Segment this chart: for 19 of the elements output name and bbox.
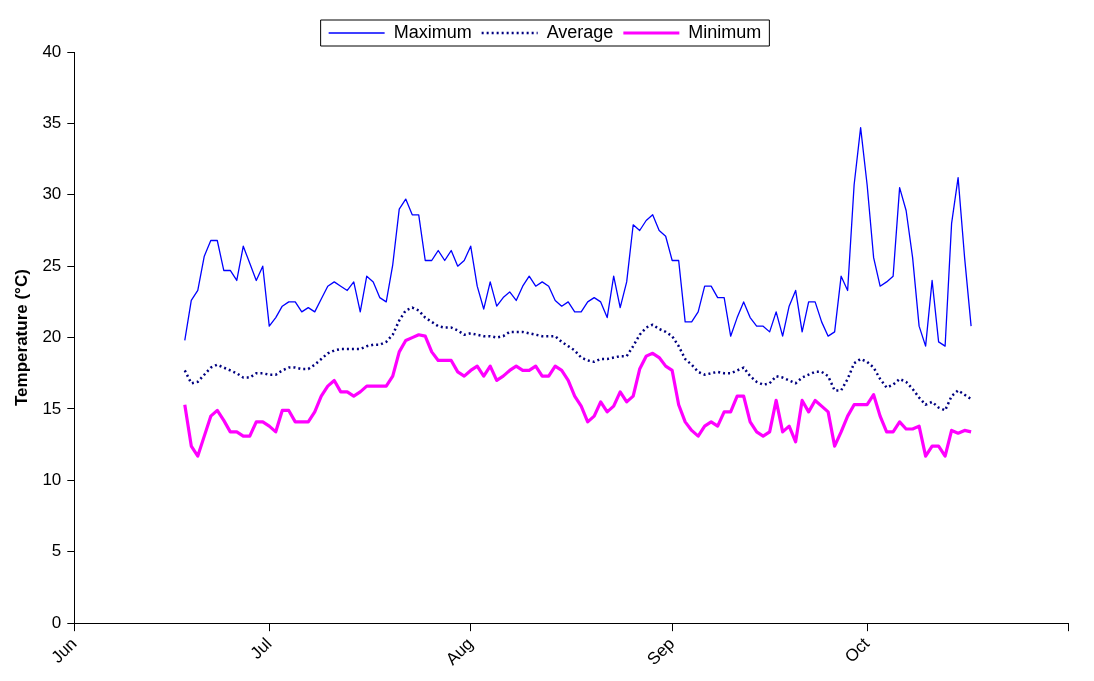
y-axis-title: Temperature (°C) [11,269,31,407]
x-tick-label: Jun [47,634,81,667]
y-tick-label: 40 [42,41,62,61]
legend-label: Average [546,21,614,42]
y-tick-label: 15 [42,398,62,418]
y-tick-label: 25 [42,255,62,275]
y-tick-label: 30 [42,184,62,204]
legend-label: Minimum [688,21,762,42]
x-tick-label: Sep [643,634,679,669]
x-tick-label: Jul [246,634,276,663]
x-tick-label: Aug [442,634,477,669]
y-tick-label: 0 [51,612,62,632]
line-series [183,306,973,412]
y-tick-label: 10 [42,470,62,490]
y-tick-label: 5 [51,541,62,561]
legend-label: Maximum [393,21,472,42]
y-tick-label: 35 [42,113,62,133]
y-tick-label: 20 [42,327,62,347]
x-tick-label: Oct [841,633,874,667]
